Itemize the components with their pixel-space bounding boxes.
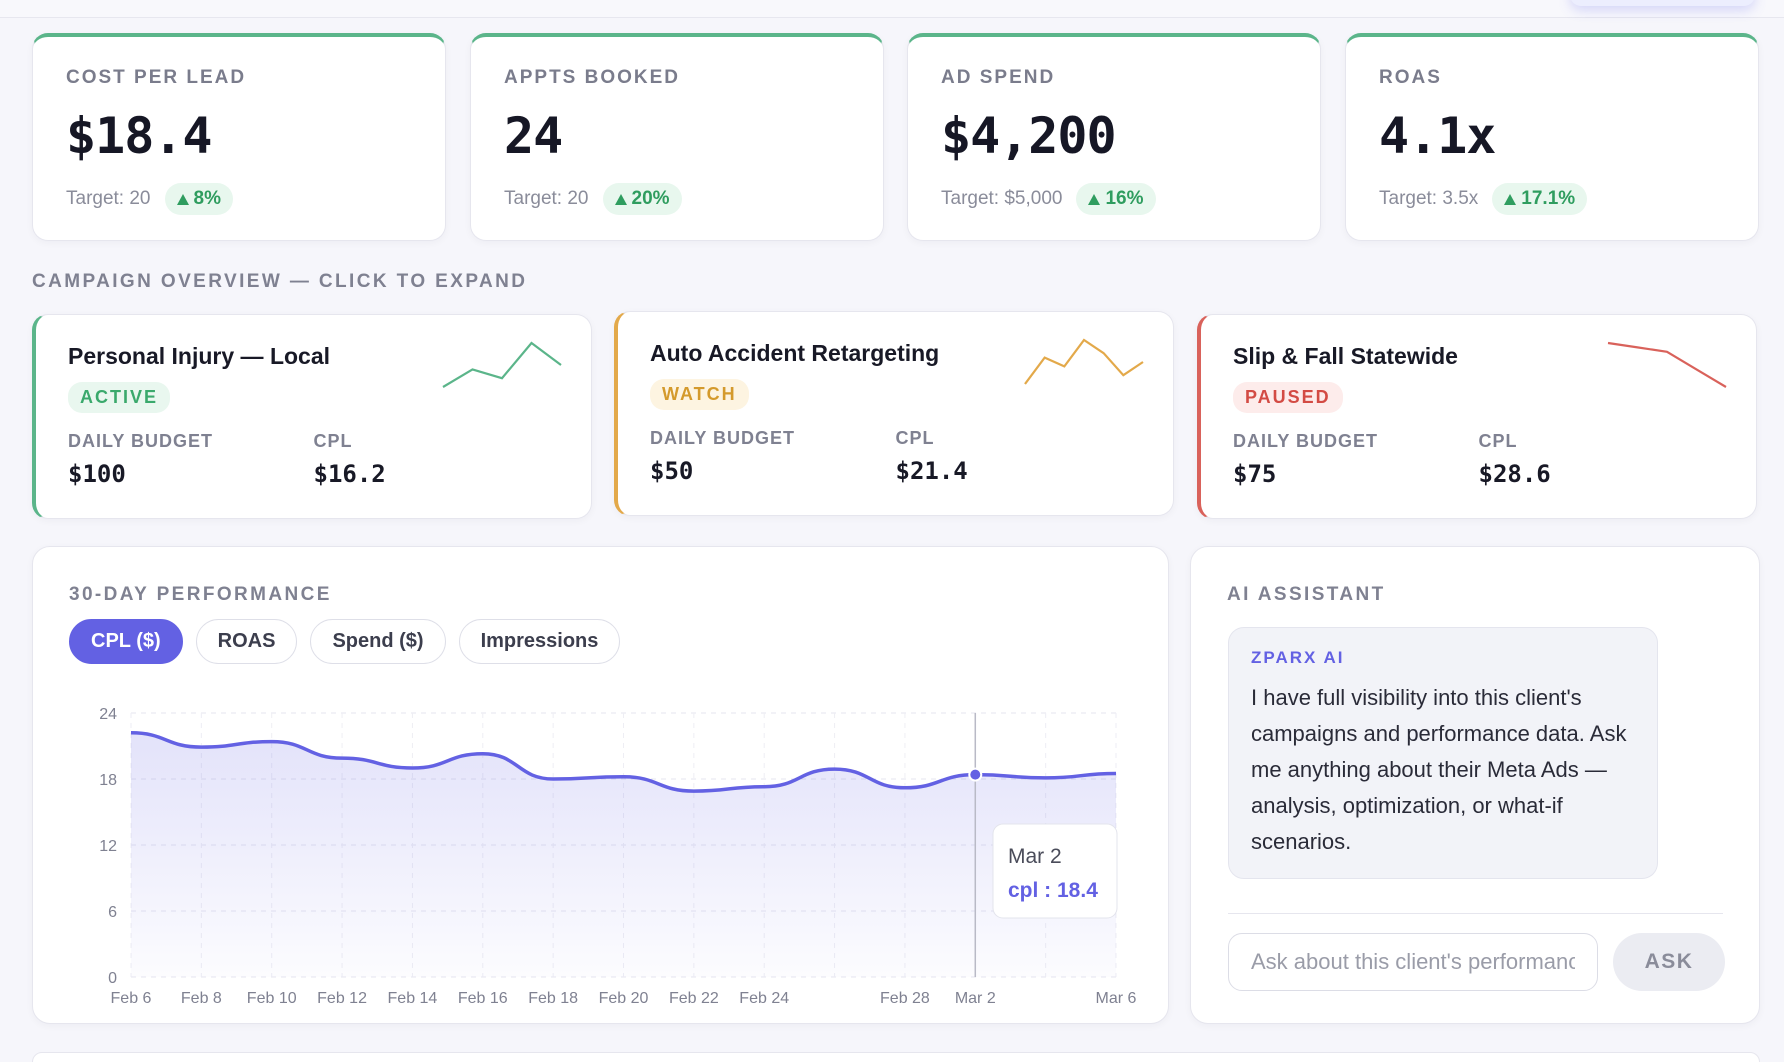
arrow-up-icon xyxy=(614,193,627,205)
kpi-card-appts-booked: APPTS BOOKED 24 Target: 20 20% xyxy=(470,33,884,241)
kpi-value: 4.1x xyxy=(1379,107,1496,165)
performance-chart[interactable]: 0 6 12 18 24 Feb 6 Feb 8 Feb 10 Feb 12 Feb 14 Feb … xyxy=(33,687,1170,1027)
x-tick-label: Feb 22 xyxy=(669,990,719,1007)
x-tick-label: Feb 28 xyxy=(880,990,930,1007)
tab-impressions[interactable]: Impressions xyxy=(458,619,621,664)
kpi-value: 24 xyxy=(504,107,563,165)
daily-budget-label: DAILY BUDGET xyxy=(650,428,796,448)
y-tick-label: 24 xyxy=(99,706,117,723)
cpl-value: $16.2 xyxy=(313,460,386,488)
status-badge: WATCH xyxy=(650,379,749,410)
kpi-card-cost-per-lead: COST PER LEAD $18.4 Target: 20 8% xyxy=(32,33,446,241)
cpl-label: CPL xyxy=(1478,431,1518,451)
ai-assistant-panel: AI ASSISTANT ZPARX AI I have full visibi… xyxy=(1190,546,1760,1024)
status-badge: ACTIVE xyxy=(68,382,171,413)
x-tick-label: Feb 14 xyxy=(388,990,438,1007)
daily-budget-value: $50 xyxy=(650,457,694,485)
performance-panel: 30-DAY PERFORMANCE CPL ($) ROAS Spend ($… xyxy=(32,546,1169,1024)
y-tick-label: 18 xyxy=(99,772,117,789)
kpi-label: ROAS xyxy=(1379,67,1442,88)
ai-message-text: I have full visibility into this client'… xyxy=(1251,685,1627,854)
status-badge: PAUSED xyxy=(1233,382,1343,413)
daily-budget-value: $100 xyxy=(68,460,126,488)
sparkline xyxy=(1607,341,1727,388)
sparkline-path xyxy=(1024,338,1144,385)
kpi-card-ad-spend: AD SPEND $4,200 Target: $5,000 16% xyxy=(907,33,1321,241)
kpi-delta-badge: 17.1% xyxy=(1492,183,1588,215)
x-tick-label: Feb 6 xyxy=(111,990,152,1007)
kpi-delta-badge: 16% xyxy=(1076,183,1156,215)
kpi-value: $4,200 xyxy=(941,107,1117,165)
kpi-delta-value: 16% xyxy=(1105,188,1144,209)
performance-heading: 30-DAY PERFORMANCE xyxy=(69,584,332,605)
kpi-label: AD SPEND xyxy=(941,67,1056,88)
cpl-value: $28.6 xyxy=(1478,460,1551,488)
ask-button[interactable]: ASK xyxy=(1613,933,1725,991)
kpi-label: COST PER LEAD xyxy=(66,67,247,88)
y-tick-label: 0 xyxy=(108,970,117,987)
x-tick-label: Feb 8 xyxy=(181,990,222,1007)
tab-roas[interactable]: ROAS xyxy=(195,619,298,664)
campaign-name: Auto Accident Retargeting xyxy=(650,340,940,366)
campaign-name: Personal Injury — Local xyxy=(68,343,331,369)
tooltip-date: Mar 2 xyxy=(1008,845,1062,868)
kpi-delta-badge: 8% xyxy=(164,183,233,215)
kpi-delta-value: 17.1% xyxy=(1521,188,1576,209)
cpl-value: $21.4 xyxy=(895,457,968,485)
kpi-target: Target: 3.5x xyxy=(1379,188,1479,209)
y-tick-label: 6 xyxy=(108,904,117,921)
metric-tabs: CPL ($) ROAS Spend ($) Impressions xyxy=(69,619,621,664)
top-bar-button[interactable] xyxy=(1570,0,1755,6)
cpl-label: CPL xyxy=(895,428,935,448)
ask-input[interactable] xyxy=(1228,933,1598,991)
tooltip-value: cpl : 18.4 xyxy=(1008,879,1098,902)
chart-tooltip: Mar 2 cpl : 18.4 xyxy=(992,823,1118,919)
kpi-target: Target: $5,000 xyxy=(941,188,1063,209)
ai-message-bubble: ZPARX AI I have full visibility into thi… xyxy=(1228,627,1658,879)
x-tick-label: Feb 10 xyxy=(247,990,297,1007)
chart-data-point xyxy=(968,767,983,782)
chart-series-line xyxy=(130,731,1117,793)
kpi-value: $18.4 xyxy=(66,107,213,165)
divider xyxy=(1228,913,1723,914)
top-bar xyxy=(0,0,1784,18)
campaign-name: Slip & Fall Statewide xyxy=(1233,343,1458,369)
x-tick-label: Feb 20 xyxy=(599,990,649,1007)
kpi-delta-value: 20% xyxy=(631,188,670,209)
ai-sender-name: ZPARX AI xyxy=(1251,648,1345,667)
kpi-card-roas: ROAS 4.1x Target: 3.5x 17.1% xyxy=(1345,33,1759,241)
x-tick-label: Feb 16 xyxy=(458,990,508,1007)
campaign-card-auto-accident[interactable]: Auto Accident Retargeting WATCH DAILY BU… xyxy=(614,311,1174,516)
x-tick-label: Mar 6 xyxy=(1096,990,1137,1007)
campaign-card-slip-fall[interactable]: Slip & Fall Statewide PAUSED DAILY BUDGE… xyxy=(1197,314,1757,519)
kpi-delta-badge: 20% xyxy=(602,183,682,215)
chart-area-fill xyxy=(131,732,1116,977)
sparkline xyxy=(1024,338,1144,385)
daily-budget-label: DAILY BUDGET xyxy=(68,431,214,451)
daily-budget-value: $75 xyxy=(1233,460,1277,488)
daily-budget-label: DAILY BUDGET xyxy=(1233,431,1379,451)
kpi-label: APPTS BOOKED xyxy=(504,67,681,88)
ai-assistant-heading: AI ASSISTANT xyxy=(1227,584,1386,605)
cpl-label: CPL xyxy=(313,431,353,451)
sparkline-path xyxy=(1607,341,1727,388)
campaign-overview-heading: CAMPAIGN OVERVIEW — CLICK TO EXPAND xyxy=(32,271,528,292)
x-tick-label: Mar 2 xyxy=(955,990,996,1007)
x-tick-label: Feb 12 xyxy=(317,990,367,1007)
arrow-up-icon xyxy=(1504,193,1517,205)
campaign-card-personal-injury[interactable]: Personal Injury — Local ACTIVE DAILY BUD… xyxy=(32,314,592,519)
kpi-target: Target: 20 xyxy=(66,188,151,209)
x-tick-label: Feb 24 xyxy=(739,990,789,1007)
kpi-target: Target: 20 xyxy=(504,188,589,209)
sparkline xyxy=(442,341,562,388)
tab-spend[interactable]: Spend ($) xyxy=(310,619,446,664)
kpi-delta-value: 8% xyxy=(193,188,221,209)
arrow-up-icon xyxy=(1088,193,1101,205)
next-panel xyxy=(32,1052,1760,1062)
x-tick-label: Feb 18 xyxy=(528,990,578,1007)
sparkline-path xyxy=(442,341,562,388)
y-tick-label: 12 xyxy=(99,838,117,855)
tab-cpl[interactable]: CPL ($) xyxy=(69,619,183,664)
arrow-up-icon xyxy=(176,193,189,205)
